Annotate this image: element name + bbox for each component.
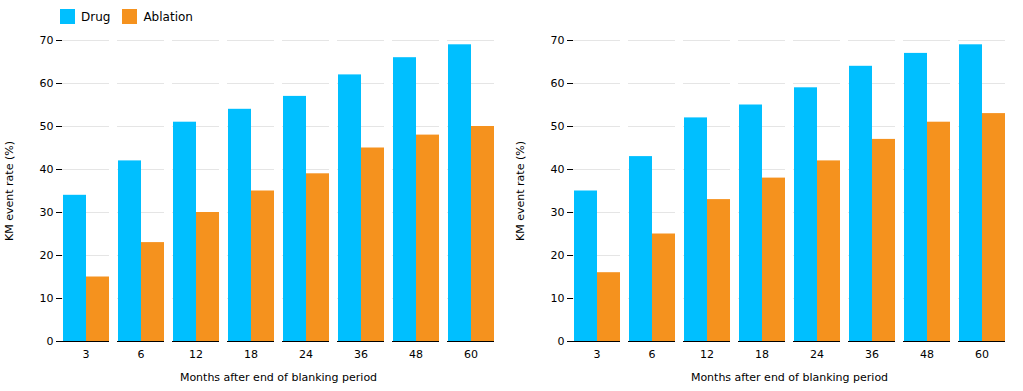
svg-text:24: 24 <box>299 348 313 361</box>
svg-text:50: 50 <box>551 120 565 133</box>
svg-text:18: 18 <box>244 348 258 361</box>
svg-text:KM event rate (%): KM event rate (%) <box>514 141 527 241</box>
svg-text:20: 20 <box>40 249 54 262</box>
svg-text:3: 3 <box>83 348 90 361</box>
svg-text:36: 36 <box>354 348 368 361</box>
svg-text:70: 70 <box>40 34 54 47</box>
svg-text:48: 48 <box>920 348 934 361</box>
svg-text:48: 48 <box>409 348 423 361</box>
svg-text:60: 60 <box>975 348 989 361</box>
svg-text:20: 20 <box>551 249 565 262</box>
svg-text:12: 12 <box>189 348 203 361</box>
svg-text:3: 3 <box>594 348 601 361</box>
svg-text:Months after end of blanking p: Months after end of blanking period <box>180 371 377 384</box>
svg-text:30: 30 <box>551 206 565 219</box>
svg-text:0: 0 <box>47 335 54 348</box>
svg-text:12: 12 <box>700 348 714 361</box>
svg-text:6: 6 <box>649 348 656 361</box>
svg-text:70: 70 <box>551 34 565 47</box>
svg-text:0: 0 <box>558 335 565 348</box>
html-text:Ablation: Ablation <box>143 9 193 24</box>
svg-text:6: 6 <box>138 348 145 361</box>
svg-text:60: 60 <box>40 77 54 90</box>
html-text:Drug: Drug <box>81 9 111 24</box>
svg-text:24: 24 <box>810 348 824 361</box>
svg-text:Months after end of blanking p: Months after end of blanking period <box>691 371 888 384</box>
svg-text:30: 30 <box>40 206 54 219</box>
svg-text:18: 18 <box>755 348 769 361</box>
svg-text:40: 40 <box>40 163 54 176</box>
svg-text:KM event rate (%): KM event rate (%) <box>3 141 16 241</box>
svg-text:60: 60 <box>551 77 565 90</box>
svg-text:40: 40 <box>551 163 565 176</box>
svg-text:10: 10 <box>40 292 54 305</box>
svg-text:36: 36 <box>865 348 879 361</box>
svg-text:10: 10 <box>551 292 565 305</box>
svg-text:60: 60 <box>464 348 478 361</box>
svg-text:50: 50 <box>40 120 54 133</box>
